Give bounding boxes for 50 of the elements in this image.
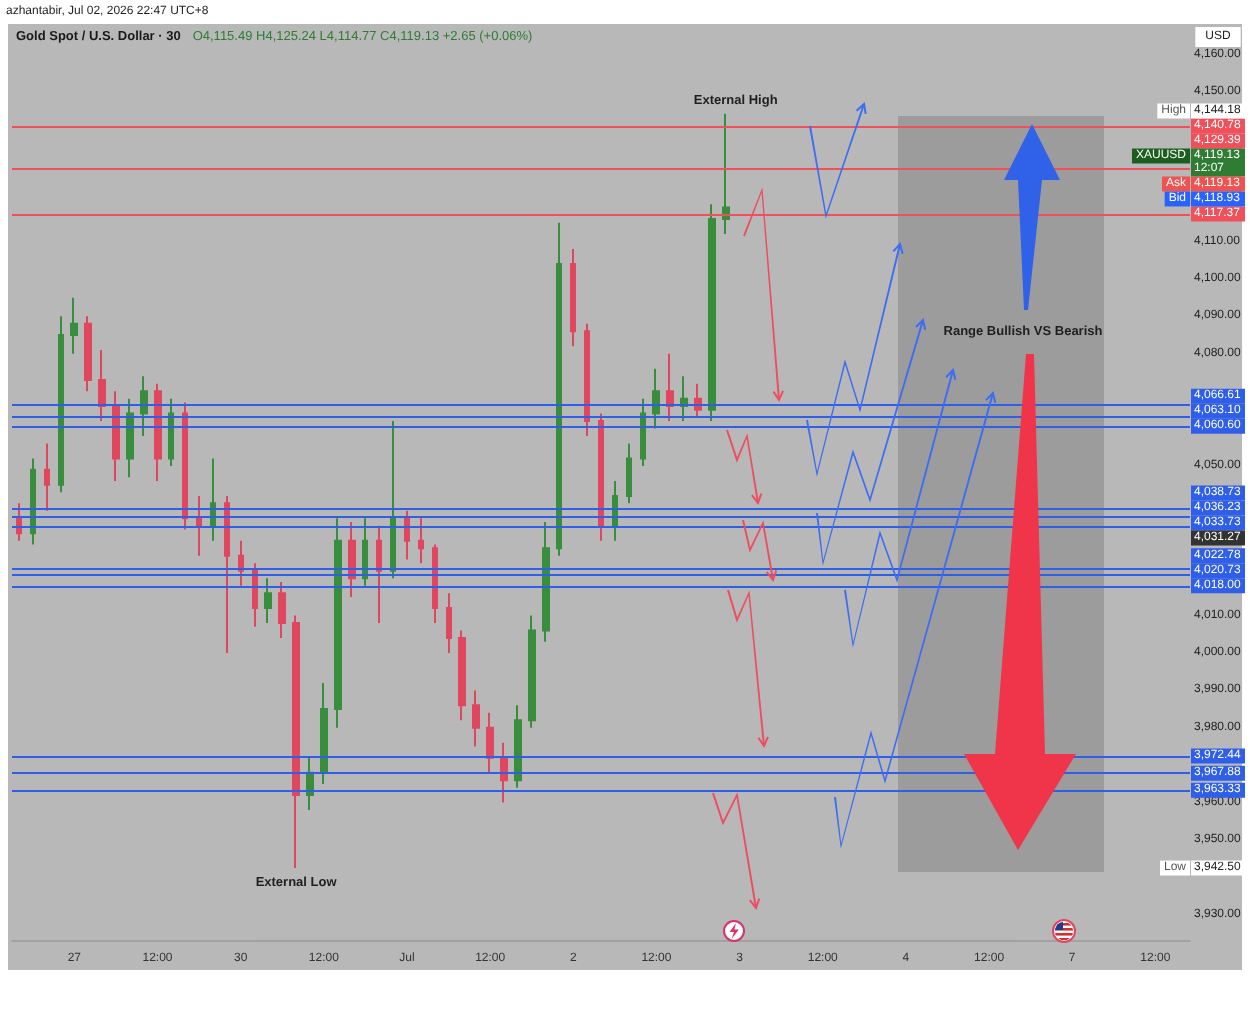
candlestick — [168, 397, 174, 467]
candlestick — [528, 614, 536, 729]
candlestick — [446, 592, 452, 654]
candlestick — [418, 517, 424, 565]
candlestick — [278, 580, 286, 640]
candlestick — [306, 756, 314, 812]
candlestick — [292, 614, 300, 870]
candlestick — [196, 494, 202, 557]
candlestick — [556, 221, 562, 557]
candlestick — [334, 517, 342, 729]
candlestick — [708, 203, 716, 423]
candlestick — [598, 412, 604, 542]
candlestick — [238, 539, 244, 587]
candlestick — [58, 315, 64, 494]
candlestick — [362, 517, 368, 587]
candlestick — [30, 457, 36, 546]
candlestick — [652, 367, 660, 430]
candlestick — [612, 479, 618, 542]
candlestick — [390, 420, 396, 580]
candlestick — [666, 352, 674, 423]
candlestick — [112, 390, 120, 482]
candlestick — [70, 296, 78, 355]
candlestick — [44, 442, 50, 512]
candlestick — [570, 248, 576, 348]
candlestick — [140, 375, 148, 438]
candlestick — [252, 562, 258, 628]
candlestick — [500, 741, 508, 804]
candlestick — [640, 397, 646, 467]
candlestick — [514, 704, 522, 789]
candlestick — [722, 112, 730, 236]
candlestick — [320, 681, 328, 785]
candlestick — [472, 689, 480, 748]
candlestick — [626, 442, 632, 505]
candlestick — [264, 577, 272, 625]
candlestick — [680, 375, 688, 423]
candlestick — [126, 397, 134, 479]
candlestick — [84, 315, 92, 393]
candlestick — [210, 457, 216, 542]
candlestick — [486, 711, 494, 774]
candlestick — [154, 382, 162, 482]
candlestick — [98, 349, 106, 423]
candlestick — [542, 521, 550, 643]
candlestick — [458, 629, 466, 722]
candlestick — [16, 502, 22, 542]
candlestick — [182, 401, 188, 531]
candlestick — [584, 322, 590, 438]
candlestick — [224, 494, 230, 654]
candlestick — [376, 524, 382, 625]
candlestick — [348, 521, 356, 598]
candlestick — [404, 509, 410, 561]
